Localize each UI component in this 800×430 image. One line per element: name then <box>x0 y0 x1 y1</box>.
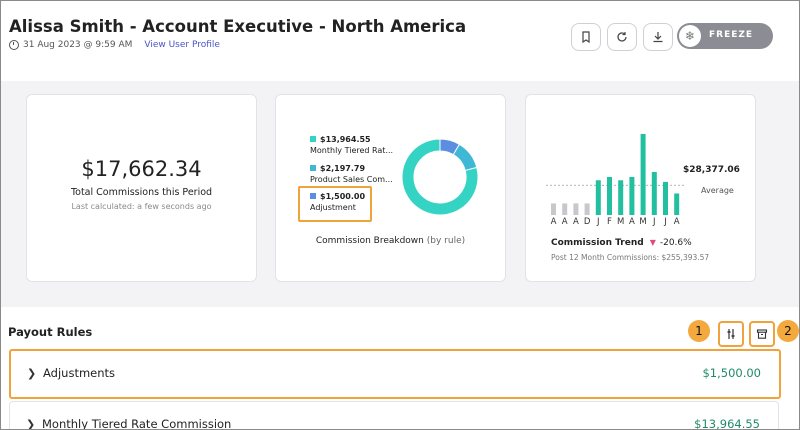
legend-swatch <box>310 193 316 199</box>
legend-name: Adjustment <box>310 203 356 212</box>
refresh-button[interactable] <box>607 23 637 51</box>
commission-trend-label: Commission Trend ▼ -20.6% <box>551 238 692 248</box>
month-tick-label: D <box>583 217 591 227</box>
legend-amount: $1,500.00 <box>320 192 366 201</box>
trend-bar <box>618 180 624 215</box>
month-tick-label: A <box>572 217 579 227</box>
payout-rules-title: Payout Rules <box>8 325 93 339</box>
legend-swatch <box>310 165 316 171</box>
trend-bar <box>551 203 556 215</box>
legend-item: $2,197.79 Product Sales Com... <box>310 164 393 184</box>
month-tick-label: J <box>653 217 656 227</box>
month-tick-label: A <box>673 217 680 227</box>
rule-name: Monthly Tiered Rate Commission <box>42 417 232 430</box>
archive-button[interactable] <box>749 321 775 347</box>
chevron-right-icon[interactable]: ❯ <box>26 418 36 430</box>
total-commissions-label: Total Commissions this Period <box>70 187 213 198</box>
freeze-toggle[interactable]: ❄ FREEZE <box>677 23 773 49</box>
commission-breakdown-label: Commission Breakdown (by rule) <box>276 236 505 246</box>
commission-donut-chart <box>401 138 479 216</box>
commission-trend-chart <box>546 133 686 215</box>
download-button[interactable] <box>643 23 673 51</box>
trend-change: -20.6% <box>659 238 692 248</box>
month-tick-label: J <box>664 217 667 227</box>
callout-badge: 1 <box>688 320 710 342</box>
bookmark-icon <box>582 31 590 43</box>
chevron-right-icon[interactable]: ❯ <box>27 367 37 380</box>
trend-bar <box>595 180 601 215</box>
download-icon <box>653 32 663 43</box>
legend-amount: $2,197.79 <box>320 164 366 173</box>
bookmark-button[interactable] <box>571 23 601 51</box>
breakdown-title: Commission Breakdown <box>315 236 424 246</box>
trend-down-icon: ▼ <box>649 238 656 247</box>
month-tick-label: A <box>628 217 635 227</box>
legend-item: $1,500.00 Adjustment <box>310 192 365 212</box>
total-commissions-card: $17,662.34 Total Commissions this Period… <box>26 94 257 282</box>
trend-bar <box>640 133 646 215</box>
legend-name: Product Sales Com... <box>310 175 393 184</box>
page-header: Alissa Smith - Account Executive - North… <box>1 1 799 81</box>
trend-bar <box>651 172 657 215</box>
legend-item: $13,964.55 Monthly Tiered Rat... <box>310 135 393 155</box>
page-meta: 31 Aug 2023 @ 9:59 AM View User Profile <box>9 40 220 50</box>
summary-panel: $17,662.34 Total Commissions this Period… <box>1 81 799 307</box>
filter-button[interactable] <box>718 321 744 347</box>
trend-bar <box>607 176 612 215</box>
snowflake-icon: ❄ <box>679 25 701 47</box>
commission-breakdown-card: $13,964.55 Monthly Tiered Rat... $2,197.… <box>275 94 506 282</box>
last-calculated-text: Last calculated: a few seconds ago <box>71 202 212 211</box>
trend-bar <box>674 193 680 215</box>
adjustment-highlight <box>298 186 372 222</box>
rule-row-adjustments[interactable]: ❯ Adjustments $1,500.00 <box>9 349 781 399</box>
breakdown-suffix: (by rule) <box>426 236 466 246</box>
month-tick-label: J <box>597 217 600 227</box>
callout-badge: 2 <box>777 320 799 342</box>
rule-amount: $13,964.55 <box>694 417 760 430</box>
trend-bar <box>573 203 579 215</box>
page-title: Alissa Smith - Account Executive - North… <box>9 17 467 36</box>
timestamp: 31 Aug 2023 @ 9:59 AM <box>23 40 133 50</box>
donut-slice <box>401 138 479 216</box>
trend-title: Commission Trend <box>551 238 644 248</box>
month-tick-label: F <box>607 217 612 227</box>
archive-icon <box>756 329 768 339</box>
view-user-profile-link[interactable]: View User Profile <box>144 40 220 50</box>
month-tick-label: M <box>639 217 647 227</box>
trend-bar <box>663 181 668 215</box>
refresh-icon <box>617 32 627 42</box>
trend-average-label: Average <box>701 186 734 195</box>
month-tick-label: A <box>561 217 568 227</box>
month-tick-label: M <box>617 217 625 227</box>
trend-bar <box>584 203 590 215</box>
rule-row-monthly-tiered[interactable]: ❯ Monthly Tiered Rate Commission $13,964… <box>9 401 779 430</box>
trend-bar <box>562 203 568 215</box>
trend-average-value: $28,377.06 <box>683 165 740 175</box>
rule-amount: $1,500.00 <box>702 366 761 380</box>
freeze-label: FREEZE <box>709 30 754 40</box>
month-tick-label: A <box>550 217 557 227</box>
filter-sliders-icon <box>727 329 735 339</box>
legend-name: Monthly Tiered Rat... <box>310 146 394 155</box>
legend-swatch <box>310 136 316 142</box>
total-commissions-amount: $17,662.34 <box>81 157 202 181</box>
trend-subtext: Post 12 Month Commissions: $255,393.57 <box>551 253 710 262</box>
rule-name: Adjustments <box>43 366 116 380</box>
donut-slice <box>439 138 461 156</box>
clock-icon <box>9 40 19 50</box>
legend-amount: $13,964.55 <box>320 135 371 144</box>
trend-bar <box>629 176 635 215</box>
